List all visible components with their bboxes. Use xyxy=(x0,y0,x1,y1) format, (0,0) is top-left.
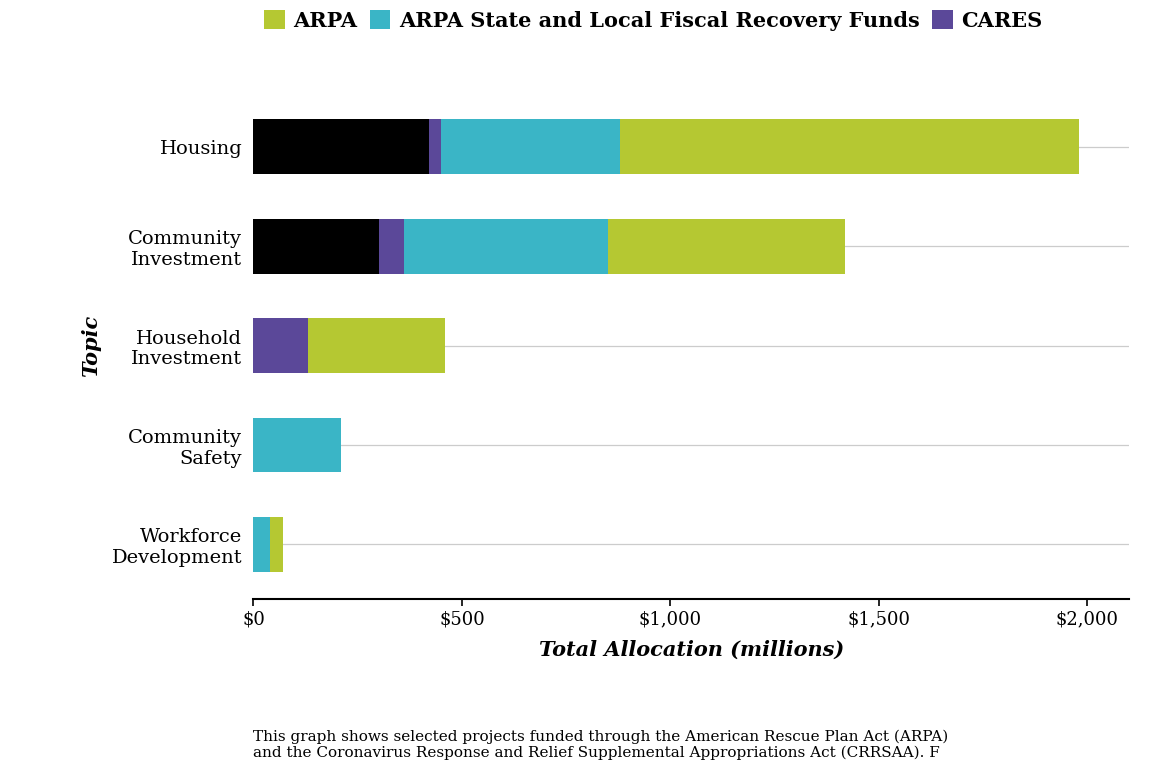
X-axis label: Total Allocation (millions): Total Allocation (millions) xyxy=(539,640,843,660)
Bar xyxy=(441,120,620,174)
Bar xyxy=(379,219,403,273)
Bar xyxy=(253,219,379,273)
Bar xyxy=(620,120,1079,174)
Legend: ARPA, ARPA State and Local Fiscal Recovery Funds, CARES: ARPA, ARPA State and Local Fiscal Recove… xyxy=(264,11,1043,31)
Bar xyxy=(270,517,282,571)
Bar xyxy=(308,318,445,373)
Bar xyxy=(253,418,341,472)
Bar xyxy=(429,120,441,174)
Y-axis label: Topic: Topic xyxy=(81,314,100,377)
Bar xyxy=(608,219,846,273)
Text: This graph shows selected projects funded through the American Rescue Plan Act (: This graph shows selected projects funde… xyxy=(253,730,949,760)
Bar xyxy=(253,120,429,174)
Bar xyxy=(253,318,308,373)
Bar xyxy=(403,219,608,273)
Bar xyxy=(253,517,270,571)
